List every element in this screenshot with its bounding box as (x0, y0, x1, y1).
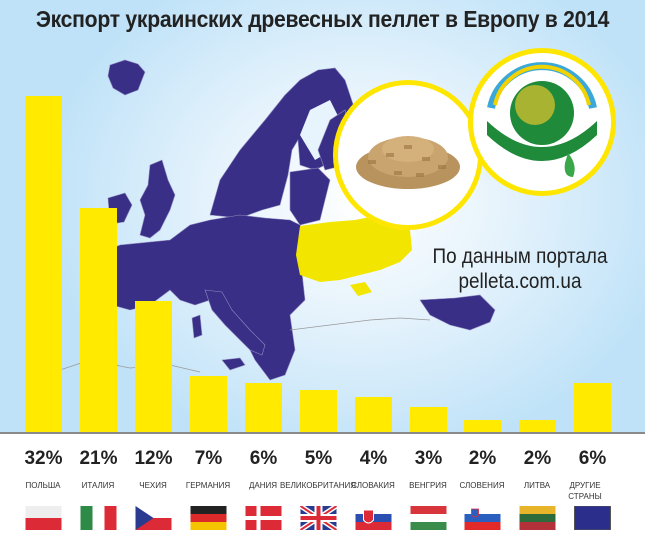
bar-uk (300, 390, 337, 432)
flag-slovenia-icon (464, 506, 501, 530)
country-label: ПОЛЬША (25, 481, 61, 490)
source-url: pelleta.com.ua (458, 270, 582, 293)
flag-italy-icon (80, 506, 117, 530)
source-line1: По данным портала (432, 245, 608, 268)
flag-germany-icon (190, 506, 227, 530)
country-label: СЛОВАКИЯ (351, 481, 395, 490)
bar-czech (135, 301, 172, 432)
bar-germany (190, 376, 227, 432)
pct-label: 5% (304, 448, 333, 469)
country-label: ВЕЛИКОБРИТАНИЯ (279, 481, 357, 490)
globe-icon (487, 62, 597, 177)
pct-label: 4% (359, 448, 388, 469)
flag-slovakia-icon (355, 506, 392, 530)
country-label: ВЕНГРИЯ (409, 481, 447, 490)
bar-italy (80, 208, 117, 432)
wood-pellets-icon (356, 136, 460, 189)
bar-hungary (410, 407, 447, 432)
flag-uk-icon (300, 506, 337, 530)
europe-map (59, 59, 496, 381)
ukraine-shape (296, 215, 412, 282)
flag-czech-icon (135, 506, 172, 530)
page-title: Экспорт украинских древесных пеллет в Ев… (35, 6, 610, 32)
bar-slovenia (464, 420, 501, 432)
biofuel-portal-logo (468, 48, 616, 196)
pct-label: 12% (134, 448, 173, 469)
country-label: ЧЕХИЯ (139, 481, 167, 490)
bar-poland (25, 96, 62, 432)
x-axis-baseline (0, 432, 645, 434)
country-label: ГЕРМАНИЯ (185, 481, 231, 490)
pellets-image-circle (333, 80, 483, 230)
country-label: ДАНИЯ (248, 481, 278, 490)
flag-denmark-icon (245, 506, 282, 530)
pct-label: 2% (523, 448, 552, 469)
pct-label: 6% (578, 448, 607, 469)
flag-lithuania-icon (519, 506, 556, 530)
pct-label: 7% (194, 448, 223, 469)
country-label: ЛИТВА (523, 481, 551, 490)
pct-label: 32% (24, 448, 63, 469)
flag-hungary-icon (410, 506, 447, 530)
pct-label: 2% (468, 448, 497, 469)
data-source: По данным портала pelleta.com.ua (412, 244, 628, 294)
country-label: ИТАЛИЯ (81, 481, 115, 490)
bar-slovakia (355, 397, 392, 432)
pct-label: 3% (414, 448, 443, 469)
bar-lithuania (519, 420, 556, 432)
flag-eu-icon (574, 506, 611, 530)
bar-denmark (245, 383, 282, 432)
country-label: СЛОВЕНИЯ (459, 481, 505, 490)
pct-label: 21% (79, 448, 118, 469)
pct-label: 6% (249, 448, 278, 469)
country-label: ДРУГИЕ СТРАНЫ (568, 481, 602, 501)
bar-other (574, 383, 611, 432)
flag-poland-icon (25, 506, 62, 530)
